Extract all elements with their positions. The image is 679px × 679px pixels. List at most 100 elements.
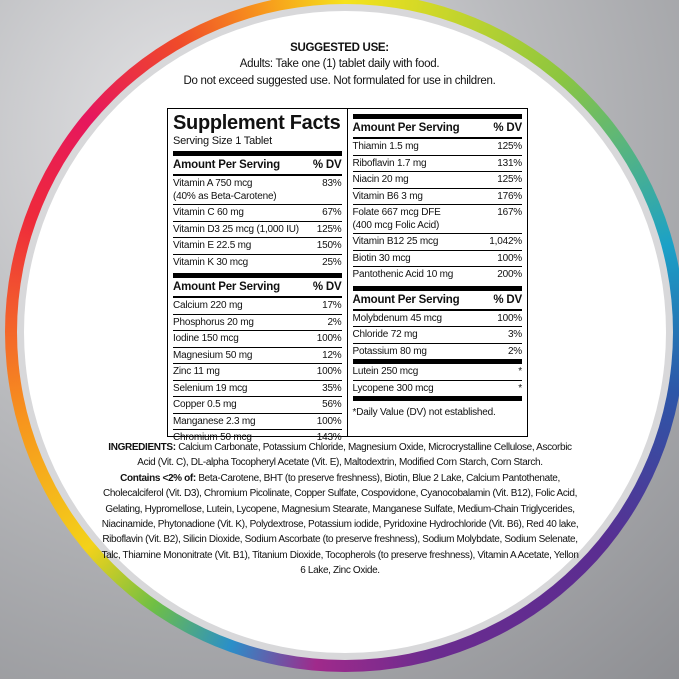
nutrient-name: Vitamin E 22.5 mg [173,240,252,251]
nutrient-dv: 17% [322,300,342,311]
nutrient-row: Chloride 72 mg 3% [352,327,522,344]
suggested-use-line2: Do not exceed suggested use. Not formula… [183,75,496,87]
nutrient-name: Chromium 50 mcg [173,432,252,443]
amount-header: Amount Per Serving% DV [173,278,342,298]
nutrient-dv: * [518,382,522,394]
nutrient-row: Vitamin B12 25 mcg 1,042% [352,234,522,251]
nutrient-name: Biotin 30 mcg [352,252,411,264]
nutrient-dv: * [518,366,522,377]
nutrient-dv: 100% [497,312,522,324]
nutrient-row: Riboflavin 1.7 mg 131% [352,156,522,172]
nutrient-row: Copper 0.5 mg 56% [173,397,342,414]
nutrient-name: Magnesium 50 mg [173,349,253,361]
nutrient-row: Pantothenic Acid 10 mg 200% [353,267,523,283]
nutrient-row: Vitamin B6 3 mg 176% [352,189,522,205]
nutrient-name: Riboflavin 1.7 mg [352,157,427,169]
nutrient-row: Thiamin 1.5 mg 125% [352,139,522,156]
nutrient-row: Molybdenum 45 mcg 100% [352,311,522,327]
nutrient-name: Niacin 20 mg [352,174,409,185]
nutrient-row: Iodine 150 mcg 100% [173,331,342,348]
nutrient-name: Chloride 72 mg [352,329,418,340]
nutrient-row: Zinc 11 mg 100% [173,364,342,381]
nutrient-dv: 83% [322,178,342,189]
nutrient-row: Folate 667 mcg DFE (400 mcg Folic Acid) 1… [352,205,522,234]
nutrient-dv: 100% [316,333,342,344]
nutrient-name: Calcium 220 mg [173,300,243,311]
supplement-facts-panel: Supplement Facts Serving Size 1 Tablet A… [167,108,528,443]
nutrient-row: Vitamin C 60 mg 67% [173,205,342,222]
ingredients-text: Calcium Carbonate, Potassium Chloride, M… [137,442,572,469]
nutrient-dv: 2% [327,316,342,328]
nutrient-name: Potassium 80 mg [352,345,427,357]
nutrient-dv: 1,042% [489,236,522,247]
nutrient-dv: 56% [322,399,342,410]
nutrient-dv: 35% [322,382,342,394]
nutrient-dv: 167% [497,207,522,218]
nutrient-row: Vitamin A 750 mcg (40% as Beta-Carotene)… [173,176,342,205]
nutrient-name: Phosphorus 20 mg [173,316,254,328]
nutrient-name: Zinc 11 mg [173,366,220,377]
facts-left-column: Supplement Facts Serving Size 1 Tablet A… [168,109,348,443]
nutrient-dv: 176% [497,190,522,202]
nutrient-list: Calcium 220 mg 17% Phosphorus 20 mg 2% Iodin… [173,298,342,446]
nutrient-name: Molybdenum 45 mcg [352,312,443,324]
nutrient-list: Thiamin 1.5 mg 125% Riboflavin 1.7 mg 131% N… [352,139,523,283]
nutrient-name: Iodine 150 mcg [173,333,239,344]
nutrient-list: Lutein 250 mcg * Lycopene 300 mcg * [352,364,522,396]
suggested-use-line1: Adults: Take one (1) tablet daily with f… [239,58,440,70]
ingredients: INGREDIENTS: Calcium Carbonate, Potassiu… [100,440,580,579]
nutrient-row: Lutein 250 mcg * [352,364,522,381]
nutrient-row: Niacin 20 mg 125% [352,172,522,189]
nutrient-dv: 2% [507,345,522,357]
nutrient-dv: 125% [497,174,522,185]
nutrient-row: Vitamin E 22.5 mg 150% [173,238,342,255]
nutrient-dv: 67% [322,207,342,218]
nutrient-dv: 100% [316,415,342,427]
nutrient-dv: 25% [322,256,342,268]
nutrient-row: Manganese 2.3 mg 100% [173,414,342,430]
serving-size: Serving Size 1 Tablet [173,135,272,147]
amount-header: Amount Per Serving% DV [352,291,522,311]
nutrient-name: Manganese 2.3 mg [173,415,256,427]
nutrient-name: Folate 667 mcg DFE (400 mcg Folic Acid) [352,207,441,231]
nutrient-row: Phosphorus 20 mg 2% [173,315,342,331]
nutrient-name: Vitamin C 60 mg [173,207,244,218]
nutrient-dv: 200% [497,269,522,280]
nutrient-dv: 100% [316,366,342,377]
nutrient-name: Pantothenic Acid 10 mg [352,269,454,280]
nutrient-name: Lutein 250 mcg [352,366,419,377]
contains-text: Beta-Carotene, BHT (to preserve freshnes… [101,472,579,577]
nutrient-dv: 3% [507,329,522,340]
nutrient-row: Magnesium 50 mg 12% [173,348,342,364]
nutrient-dv: 150% [316,240,342,251]
nutrient-dv: 143% [316,432,342,443]
facts-right-column: Amount Per Serving% DV Thiamin 1.5 mg 125… [348,109,528,436]
nutrient-dv: 131% [497,157,522,169]
nutrient-row: Biotin 30 mcg 100% [352,251,522,267]
nutrient-row: Vitamin K 30 mcg 25% [173,255,342,271]
nutrient-name: Lycopene 300 mcg [352,382,434,394]
contains-label: Contains <2% of: [120,472,196,484]
nutrient-row: Vitamin D3 25 mcg (1,000 IU) 125% [173,222,342,238]
nutrient-row: Chromium 50 mcg 143% [173,430,342,446]
nutrient-row: Selenium 19 mcg 35% [173,381,342,397]
amount-header: Amount Per Serving% DV [173,156,342,176]
nutrient-name: Vitamin D3 25 mcg (1,000 IU) [173,223,299,235]
amount-header: Amount Per Serving% DV [352,119,522,139]
facts-title: Supplement Facts [173,112,341,134]
dv-footnote: *Daily Value (DV) not established. [352,407,496,418]
nutrient-list: Vitamin A 750 mcg (40% as Beta-Carotene)… [173,176,342,270]
nutrient-name: Vitamin K 30 mcg [173,256,248,268]
nutrient-name: Vitamin A 750 mcg (40% as Beta-Carotene) [173,178,277,202]
label-circle [24,11,666,653]
nutrient-dv: 125% [497,141,522,152]
nutrient-name: Copper 0.5 mg [173,399,237,410]
nutrient-name: Thiamin 1.5 mg [352,141,419,152]
nutrient-dv: 125% [316,223,342,235]
nutrient-name: Selenium 19 mcg [173,382,248,394]
nutrient-dv: 12% [322,349,342,361]
nutrient-row: Calcium 220 mg 17% [173,298,342,315]
ingredients-label: INGREDIENTS: [108,442,176,453]
nutrient-name: Vitamin B6 3 mg [352,190,423,202]
nutrient-list: Molybdenum 45 mcg 100% Chloride 72 mg 3% Pot… [352,311,522,360]
